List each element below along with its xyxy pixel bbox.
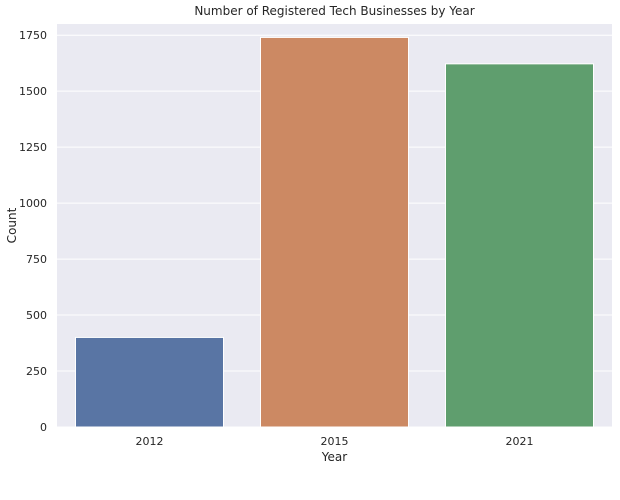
y-tick-label: 1500	[19, 85, 47, 98]
x-axis-label: Year	[321, 450, 347, 464]
x-tick-label: 2012	[136, 435, 164, 448]
y-tick-label: 750	[26, 253, 47, 266]
y-tick-label: 1750	[19, 29, 47, 42]
chart-title: Number of Registered Tech Businesses by …	[194, 4, 474, 18]
bar-2021	[445, 63, 594, 428]
y-tick-label: 1250	[19, 141, 47, 154]
x-axis-ticks: 2012 2015 2021	[136, 435, 534, 448]
bar-2015	[260, 36, 409, 428]
y-tick-label: 0	[40, 421, 47, 434]
x-tick-label: 2015	[321, 435, 349, 448]
bars	[75, 36, 594, 428]
y-axis-ticks: 0 250 500 750 1000 1250 1500 1750	[19, 29, 47, 434]
y-tick-label: 250	[26, 365, 47, 378]
y-tick-label: 1000	[19, 197, 47, 210]
bar-2012	[75, 336, 224, 428]
x-tick-label: 2021	[506, 435, 534, 448]
y-axis-label: Count	[5, 207, 19, 243]
y-tick-label: 500	[26, 309, 47, 322]
